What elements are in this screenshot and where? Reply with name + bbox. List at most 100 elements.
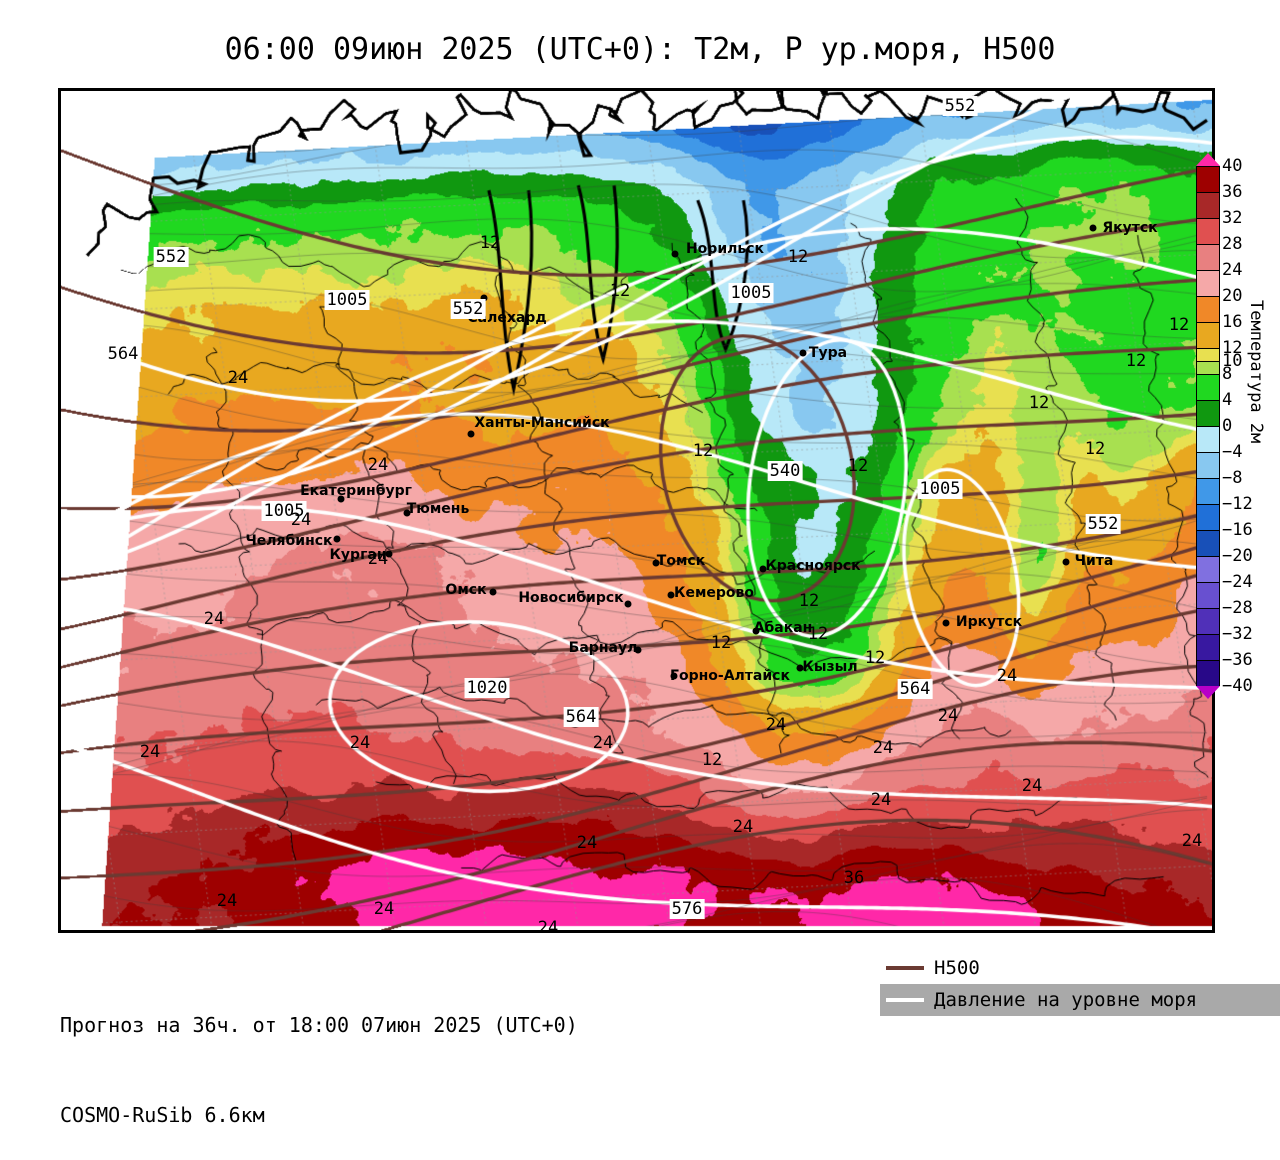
contour-label-t2m: 12 <box>787 247 809 267</box>
colorbar-band <box>1197 349 1219 362</box>
colorbar-over-arrow <box>1196 153 1220 166</box>
contour-label-t2m: 24 <box>872 738 894 758</box>
contour-label-t2m: 12 <box>1084 439 1106 459</box>
city-marker <box>652 559 660 567</box>
contour-label-t2m: 24 <box>367 549 389 569</box>
city-marker <box>796 664 804 672</box>
colorbar-tick: 28 <box>1222 234 1243 254</box>
contour-label-t2m: 24 <box>227 368 249 388</box>
colorbar-tick: 36 <box>1222 182 1243 202</box>
colorbar-tick: 24 <box>1222 260 1243 280</box>
colorbar-band <box>1197 362 1219 375</box>
colorbar-band <box>1197 557 1219 583</box>
colorbar-axis-title: Температура 2м <box>1246 300 1266 444</box>
contour-label-t2m: 24 <box>996 666 1018 686</box>
h500-line-swatch <box>886 966 924 970</box>
contour-label-h500: 564 <box>563 707 599 727</box>
city-marker <box>403 509 411 517</box>
legend-label-h500: H500 <box>934 957 980 979</box>
colorbar-tick: −20 <box>1222 546 1253 566</box>
colorbar-band <box>1197 531 1219 557</box>
colorbar-tick: −16 <box>1222 520 1253 540</box>
colorbar-tick: −28 <box>1222 598 1253 618</box>
contour-label-h500: 552 <box>450 299 486 319</box>
colorbar-band <box>1197 505 1219 531</box>
colorbar-tick: −32 <box>1222 624 1253 644</box>
colorbar-band <box>1197 297 1219 323</box>
model-name: COSMO-RuSib 6.6км <box>60 1103 265 1127</box>
city-marker <box>489 588 497 596</box>
colorbar-band <box>1197 635 1219 661</box>
contour-label-t2m: 24 <box>139 742 161 762</box>
colorbar-tick: 8 <box>1222 364 1233 384</box>
contour-label-pmsl: 1005 <box>324 290 370 310</box>
contour-label-t2m: 12 <box>692 441 714 461</box>
city-marker <box>942 619 950 627</box>
contour-label-t2m: 24 <box>349 733 371 753</box>
contour-label-t2m: 12 <box>798 591 820 611</box>
contour-label-h500: 564 <box>105 344 141 364</box>
temperature-field-canvas <box>61 91 1212 930</box>
contour-label-t2m: 24 <box>1181 831 1203 851</box>
legend-item-h500: H500 <box>880 952 1280 984</box>
pmsl-line-swatch <box>886 998 924 1002</box>
colorbar-tick: 40 <box>1222 156 1243 176</box>
contour-label-t2m: 24 <box>1021 776 1043 796</box>
colorbar-under-arrow <box>1196 686 1220 699</box>
colorbar-band <box>1197 219 1219 245</box>
colorbar-band <box>1197 323 1219 349</box>
contour-label-t2m: 12 <box>864 648 886 668</box>
contour-label-t2m: 12 <box>1125 351 1147 371</box>
colorbar-tick: −40 <box>1222 676 1253 696</box>
colorbar-body <box>1196 166 1220 687</box>
contour-label-t2m: 12 <box>1168 315 1190 335</box>
contour-label-pmsl: 1005 <box>728 283 774 303</box>
contour-label-t2m: 12 <box>479 233 501 253</box>
weather-map[interactable]: Якутск Норильск Салехард Тура Ханты-Мансийск… <box>58 88 1215 933</box>
contour-label-t2m: 24 <box>870 790 892 810</box>
colorbar-tick: −8 <box>1222 468 1243 488</box>
colorbar-band <box>1197 401 1219 427</box>
colorbar-tick: 20 <box>1222 286 1243 306</box>
contour-label-t2m: 12 <box>847 456 869 476</box>
contour-label-t2m: 24 <box>592 733 614 753</box>
colorbar-tick: 4 <box>1222 390 1233 410</box>
contour-label-t2m: 24 <box>576 833 598 853</box>
city-marker <box>1062 558 1070 566</box>
legend-label-pmsl: Давление на уровне моря <box>934 989 1198 1011</box>
colorbar-tick: 0 <box>1222 416 1233 436</box>
colorbar-tick: 32 <box>1222 208 1243 228</box>
colorbar-band <box>1197 583 1219 609</box>
colorbar-band <box>1197 271 1219 297</box>
city-marker <box>337 495 345 503</box>
colorbar-tick: −24 <box>1222 572 1253 592</box>
colorbar-tick: 10 <box>1222 351 1243 371</box>
contour-label-t2m: 12 <box>609 281 631 301</box>
contour-label-t2m: 12 <box>710 633 732 653</box>
contour-label-pmsl: 1005 <box>917 479 963 499</box>
city-marker <box>624 600 632 608</box>
contour-label-h500: 564 <box>897 679 933 699</box>
forecast-validity: Прогноз на 36ч. от 18:00 07июн 2025 (UTC… <box>60 1013 578 1037</box>
contour-label-h500: 576 <box>669 899 705 919</box>
map-legend: H500 Давление на уровне моря <box>880 952 1280 1016</box>
city-marker <box>759 565 767 573</box>
colorbar-band <box>1197 427 1219 453</box>
city-marker <box>467 430 475 438</box>
contour-label-t2m: 24 <box>765 715 787 735</box>
colorbar-tick: 12 <box>1222 338 1243 358</box>
colorbar-tick: 16 <box>1222 312 1243 332</box>
city-marker <box>480 294 488 302</box>
city-marker <box>670 672 678 680</box>
colorbar-tick: −36 <box>1222 650 1253 670</box>
colorbar-band <box>1197 479 1219 505</box>
contour-label-t2m: 12 <box>701 750 723 770</box>
colorbar-tick-labels: 40 36 32 28 24 20 16 12 10 8 4 0 −4 −8 −12 −16 −20 −24 −28… <box>1222 156 1280 696</box>
city-marker <box>333 535 341 543</box>
contour-label-h500: 552 <box>942 96 978 116</box>
colorbar-tick: −12 <box>1222 494 1253 514</box>
contour-label-h500: 552 <box>153 247 189 267</box>
contour-label-t2m: 24 <box>937 706 959 726</box>
contour-label-pmsl: 1020 <box>464 678 510 698</box>
contour-label-t2m: 24 <box>537 918 559 933</box>
